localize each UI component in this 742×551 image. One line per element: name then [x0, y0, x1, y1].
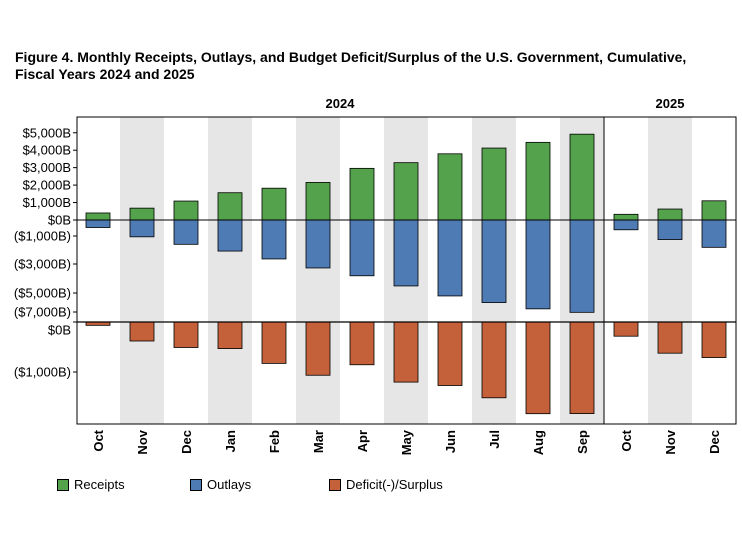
bar-deficit — [701, 321, 727, 358]
bar-outlays — [85, 219, 111, 228]
bar-deficit — [613, 321, 639, 337]
bar-deficit — [525, 321, 551, 415]
legend-item-receipts: Receipts — [57, 477, 125, 492]
bar-receipts — [129, 207, 155, 221]
y-tick-label: $1,000B — [23, 195, 71, 210]
y-tick-label: $0B — [48, 323, 71, 338]
legend-item-outlays: Outlays — [190, 477, 251, 492]
bar-receipts — [173, 200, 199, 221]
x-tick-label: Mar — [311, 430, 326, 453]
bar-receipts — [393, 162, 419, 221]
bar-deficit — [481, 321, 507, 399]
bar-deficit — [305, 321, 331, 376]
bar-outlays — [481, 219, 507, 303]
legend-swatch-deficit — [329, 478, 341, 491]
bar-receipts — [261, 187, 287, 221]
x-tick-label: Feb — [267, 430, 282, 453]
bar-receipts — [305, 182, 331, 221]
bar-receipts — [569, 133, 595, 221]
y-tick-label: ($3,000B) — [14, 257, 71, 272]
legend-label-outlays: Outlays — [207, 477, 252, 492]
bar-outlays — [217, 219, 243, 252]
bar-receipts — [701, 200, 727, 221]
x-tick-label: Dec — [707, 430, 722, 454]
bar-deficit — [569, 321, 595, 414]
axes-layer — [73, 116, 737, 425]
shade-column — [648, 117, 692, 424]
x-tick-label: Nov — [135, 429, 150, 454]
bar-receipts — [525, 141, 551, 221]
bar-outlays — [613, 219, 639, 231]
x-tick-label: Sep — [575, 430, 590, 454]
shade-column — [296, 117, 340, 424]
x-tick-label: Jan — [223, 430, 238, 452]
bar-outlays — [525, 219, 551, 310]
bar-outlays — [173, 219, 199, 245]
bar-deficit — [349, 321, 375, 366]
bar-outlays — [437, 219, 463, 297]
plot-frame — [76, 116, 737, 425]
bar-outlays — [569, 219, 595, 313]
legend-label-receipts: Receipts — [74, 477, 125, 492]
bar-deficit — [437, 321, 463, 386]
bar-outlays — [261, 219, 287, 260]
bar-outlays — [657, 219, 683, 240]
x-tick-label: Dec — [179, 430, 194, 454]
y-tick-label: ($1,000B) — [14, 229, 71, 244]
y-tick-label: $0B — [48, 213, 71, 228]
bar-outlays — [393, 219, 419, 287]
x-tick-label: Aug — [531, 430, 546, 455]
x-tick-label: Nov — [663, 429, 678, 454]
year-label: 2025 — [656, 96, 685, 111]
bar-receipts — [657, 208, 683, 221]
x-tick-label: Oct — [619, 429, 634, 451]
y-tick-label: ($1,000B) — [14, 365, 71, 380]
bar-deficit — [173, 321, 199, 348]
bar-deficit — [217, 321, 243, 350]
y-tick-label: ($5,000B) — [14, 286, 71, 301]
chart-title-line-2: Fiscal Years 2024 and 2025 — [15, 66, 195, 82]
legend-label-deficit: Deficit(-)/Surplus — [346, 477, 443, 492]
x-tick-label: Jun — [443, 430, 458, 453]
shade-column — [208, 117, 252, 424]
bars-layer — [85, 133, 727, 415]
y-tick-label: $2,000B — [23, 178, 71, 193]
labels-layer: $5,000B$4,000B$3,000B$2,000B$1,000B$0B($… — [14, 96, 722, 455]
bar-outlays — [349, 219, 375, 277]
x-tick-label: Oct — [91, 429, 106, 451]
bar-deficit — [129, 321, 155, 342]
bar-deficit — [261, 321, 287, 364]
bar-deficit — [657, 321, 683, 354]
bar-receipts — [437, 153, 463, 221]
bar-outlays — [129, 219, 155, 238]
y-tick-label: $4,000B — [23, 143, 71, 158]
bar-receipts — [481, 147, 507, 221]
bar-receipts — [349, 167, 375, 221]
x-tick-label: Jul — [487, 430, 502, 449]
bar-deficit — [393, 321, 419, 383]
chart-title: Figure 4. Monthly Receipts, Outlays, and… — [15, 49, 735, 83]
bar-receipts — [217, 192, 243, 221]
legend-swatch-receipts — [57, 478, 69, 491]
y-tick-label: ($7,000B) — [14, 305, 71, 320]
y-tick-label: $5,000B — [23, 125, 71, 140]
bar-outlays — [305, 219, 331, 269]
y-tick-label: $3,000B — [23, 160, 71, 175]
x-tick-label: Apr — [355, 430, 370, 452]
shade-column — [120, 117, 164, 424]
bar-outlays — [701, 219, 727, 248]
bar-receipts — [85, 212, 111, 221]
bar-receipts — [613, 213, 639, 221]
x-tick-label: May — [399, 429, 414, 455]
legend-item-deficit: Deficit(-)/Surplus — [329, 477, 443, 492]
year-label: 2024 — [326, 96, 356, 111]
legend-swatch-outlays — [190, 478, 202, 491]
chart-title-line-1: Figure 4. Monthly Receipts, Outlays, and… — [15, 49, 687, 65]
